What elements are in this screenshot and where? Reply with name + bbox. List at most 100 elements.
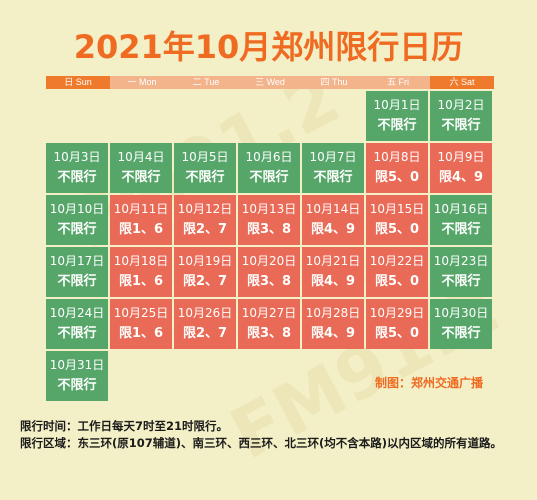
day-date: 10月10日 <box>49 202 105 216</box>
day-status: 不限行 <box>441 118 481 133</box>
day-status: 限5、0 <box>374 170 420 185</box>
day-cell: 10月28日 限4、9 <box>302 299 364 349</box>
day-status: 不限行 <box>57 326 97 341</box>
day-cell: 10月14日 限4、9 <box>302 195 364 245</box>
day-status: 限2、7 <box>182 274 228 289</box>
day-date: 10月28日 <box>305 306 361 320</box>
day-cell: 10月21日 限4、9 <box>302 247 364 297</box>
empty-cell <box>238 91 300 141</box>
empty-cell <box>46 91 108 141</box>
weekday-tue: 二 Tue <box>174 76 238 89</box>
day-date: 10月12日 <box>177 202 233 216</box>
restriction-time: 限行时间：工作日每天7时至21时限行。 <box>20 419 229 433</box>
day-date: 10月7日 <box>309 150 357 164</box>
day-date: 10月3日 <box>53 150 101 164</box>
page-title: 2021年10月郑州限行日历 <box>73 28 464 66</box>
day-cell: 10月9日 限4、9 <box>430 143 492 193</box>
day-cell: 10月19日 限2、7 <box>174 247 236 297</box>
day-date: 10月20日 <box>241 254 297 268</box>
weekday-sun: 日 Sun <box>46 76 110 89</box>
day-status: 限3、8 <box>246 274 292 289</box>
empty-cell <box>302 91 364 141</box>
day-cell: 10月22日 限5、0 <box>366 247 428 297</box>
notes: 限行时间：工作日每天7时至21时限行。 限行区域：东三环(原107辅道)、南三环… <box>20 418 530 452</box>
day-status: 限4、9 <box>310 222 356 237</box>
day-status: 不限行 <box>121 170 161 185</box>
credit-text: 制图：郑州交通广播 <box>375 376 484 390</box>
day-status: 限2、7 <box>182 326 228 341</box>
day-cell: 10月2日 不限行 <box>430 91 492 141</box>
day-status: 限5、0 <box>374 274 420 289</box>
day-cell: 10月8日限5、0 <box>366 143 428 193</box>
day-date: 10月31日 <box>49 358 105 372</box>
day-cell: 10月6日不限行 <box>238 143 300 193</box>
day-cell: 10月13日 限3、8 <box>238 195 300 245</box>
day-date: 10月21日 <box>305 254 361 268</box>
day-cell: 10月25日 限1、6 <box>110 299 172 349</box>
day-date: 10月8日 <box>373 150 421 164</box>
day-cell: 10月15日 限5、0 <box>366 195 428 245</box>
day-status: 不限行 <box>441 222 481 237</box>
weekday-fri: 五 Fri <box>366 76 430 89</box>
day-cell: 10月26日 限2、7 <box>174 299 236 349</box>
day-cell: 10月18日 限1、6 <box>110 247 172 297</box>
day-date: 10月26日 <box>177 306 233 320</box>
day-cell: 10月20日 限3、8 <box>238 247 300 297</box>
day-date: 10月29日 <box>369 306 425 320</box>
day-status: 限4、9 <box>310 326 356 341</box>
day-cell: 10月24日 不限行 <box>46 299 108 349</box>
day-date: 10月14日 <box>305 202 361 216</box>
day-status: 不限行 <box>377 118 417 133</box>
day-status: 限5、0 <box>374 326 420 341</box>
day-cell: 10月11日 限1、6 <box>110 195 172 245</box>
day-date: 10月1日 <box>373 98 421 112</box>
day-cell: 10月7日不限行 <box>302 143 364 193</box>
day-cell: 10月27日 限3、8 <box>238 299 300 349</box>
day-date: 10月6日 <box>245 150 293 164</box>
weekday-thu: 四 Thu <box>302 76 366 89</box>
calendar-grid: 10月1日 不限行 10月2日 不限行 10月3日 不限行 10月4日 不限行 10月5日 不限行… <box>46 91 494 401</box>
day-date: 10月17日 <box>49 254 105 268</box>
day-status: 限2、7 <box>182 222 228 237</box>
day-cell: 10月31日 不限行 <box>46 351 108 401</box>
day-cell: 10月17日 不限行 <box>46 247 108 297</box>
day-date: 10月15日 <box>369 202 425 216</box>
day-status: 限1、6 <box>118 326 164 341</box>
empty-cell <box>174 91 236 141</box>
day-status: 不限行 <box>57 274 97 289</box>
day-status: 限4、9 <box>438 170 484 185</box>
day-cell: 10月5日 不限行 <box>174 143 236 193</box>
weekday-sat: 六 Sat <box>430 76 494 89</box>
day-date: 10月24日 <box>49 306 105 320</box>
day-status: 限3、8 <box>246 326 292 341</box>
day-cell: 10月30日 不限行 <box>430 299 492 349</box>
day-date: 10月16日 <box>433 202 489 216</box>
weekday-mon: 一 Mon <box>110 76 174 89</box>
day-date: 10月11日 <box>113 202 169 216</box>
day-date: 10月13日 <box>241 202 297 216</box>
day-date: 10月5日 <box>181 150 229 164</box>
restriction-area: 限行区域：东三环(原107辅道)、南三环、西三环、北三环(均不含本路)以内区域的… <box>20 436 503 450</box>
day-status: 不限行 <box>57 378 97 393</box>
day-date: 10月23日 <box>433 254 489 268</box>
day-status: 限4、9 <box>310 274 356 289</box>
day-cell: 10月12日 限2、7 <box>174 195 236 245</box>
day-status: 限1、6 <box>118 222 164 237</box>
day-date: 10月19日 <box>177 254 233 268</box>
day-status: 不限行 <box>249 170 289 185</box>
weekday-header: 日 Sun 一 Mon 二 Tue 三 Wed 四 Thu 五 Fri 六 Sa… <box>46 76 494 89</box>
day-status: 限3、8 <box>246 222 292 237</box>
day-status: 限5、0 <box>374 222 420 237</box>
day-date: 10月27日 <box>241 306 297 320</box>
day-cell: 10月1日不限行 <box>366 91 428 141</box>
day-cell: 10月4日不限行 <box>110 143 172 193</box>
day-status: 限1、6 <box>118 274 164 289</box>
day-date: 10月4日 <box>117 150 165 164</box>
day-status: 不限行 <box>441 326 481 341</box>
day-cell: 10月3日不限行 <box>46 143 108 193</box>
empty-cell <box>110 91 172 141</box>
day-cell: 10月10日 不限行 <box>46 195 108 245</box>
day-cell: 10月16日 不限行 <box>430 195 492 245</box>
day-status: 不限行 <box>57 170 97 185</box>
day-status: 不限行 <box>313 170 353 185</box>
